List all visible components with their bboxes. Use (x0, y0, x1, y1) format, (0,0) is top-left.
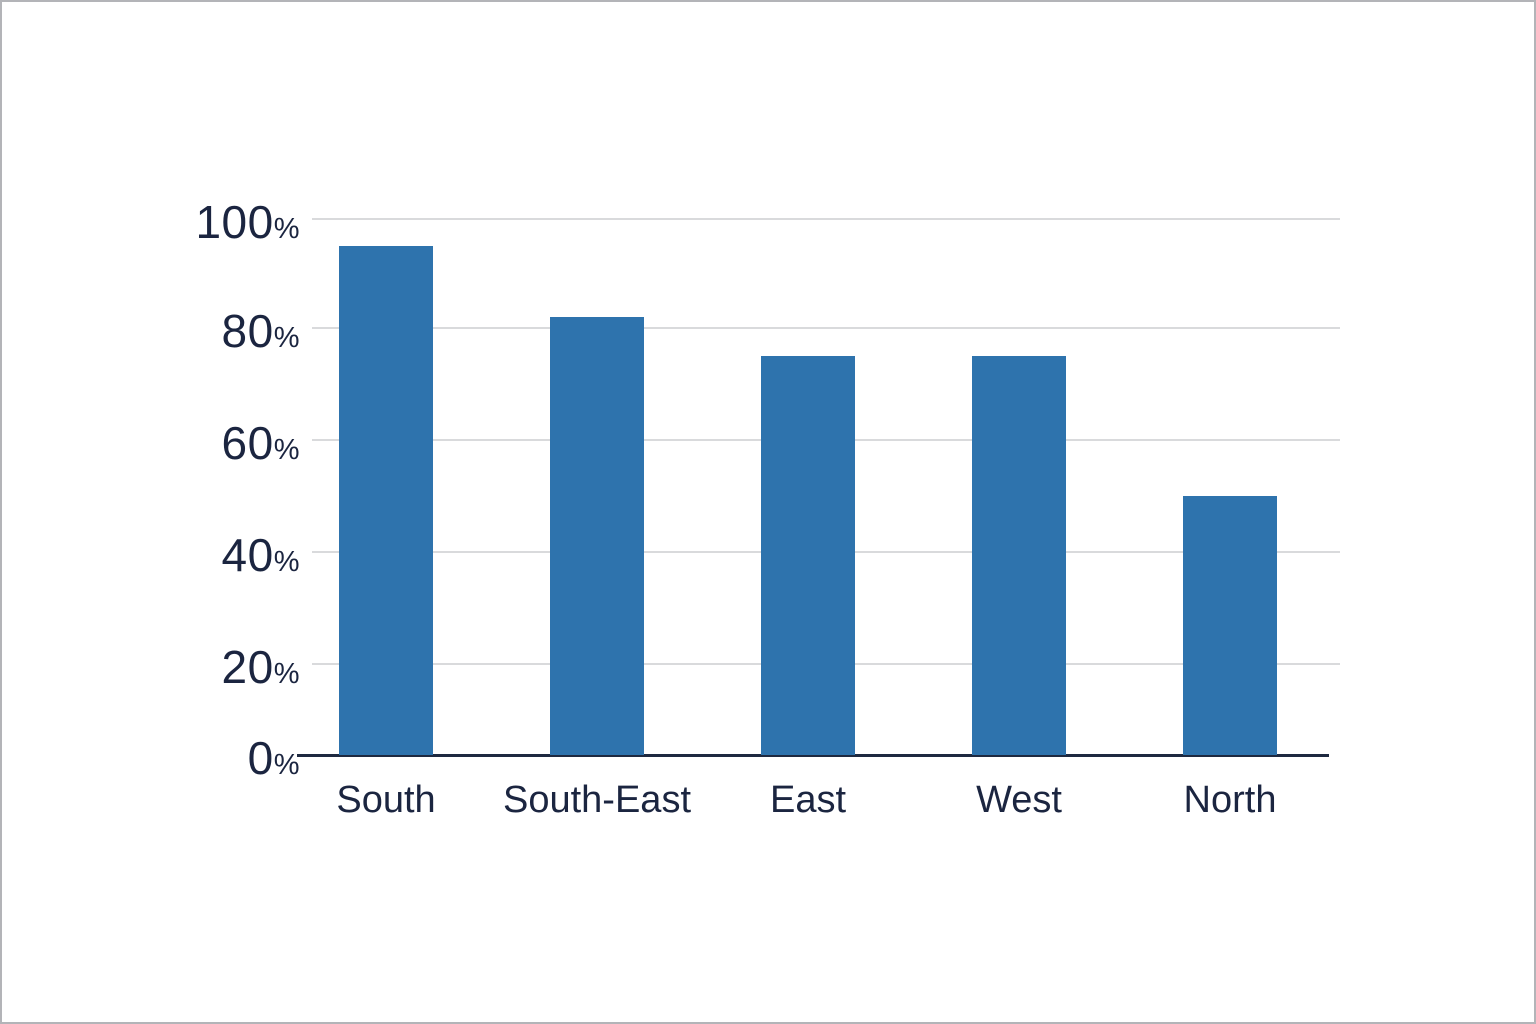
percent-sign: % (273, 546, 300, 578)
y-tick-value: 0 (247, 732, 274, 784)
x-axis-line (297, 754, 1329, 757)
y-tick-label: 20% (2, 635, 300, 706)
x-category-label: West (976, 779, 1062, 821)
y-tick-value: 80 (221, 305, 274, 357)
x-category-label: North (1183, 779, 1277, 821)
bar-east (761, 356, 855, 755)
percent-sign: % (273, 322, 300, 354)
y-tick-label: 40% (2, 523, 300, 594)
x-category-label: South-East (503, 779, 691, 821)
bar-west (972, 356, 1066, 755)
y-tick-label: 60% (2, 411, 300, 482)
bar-south (339, 246, 433, 755)
y-tick-label: 80% (2, 299, 300, 370)
percent-sign: % (273, 658, 300, 690)
y-tick-value: 20 (221, 641, 274, 693)
percent-sign: % (273, 749, 300, 781)
y-tick-value: 60 (221, 417, 274, 469)
gridline (312, 327, 1340, 329)
gridline (312, 218, 1340, 220)
y-tick-label: 0% (2, 726, 300, 797)
y-tick-value: 100 (195, 196, 274, 248)
y-tick-value: 40 (221, 529, 274, 581)
x-category-label: South (336, 779, 436, 821)
percent-sign: % (273, 434, 300, 466)
percent-sign: % (273, 213, 300, 245)
x-category-label: East (769, 779, 847, 821)
y-tick-label: 100% (2, 190, 300, 261)
bar-south-east (550, 317, 644, 755)
bar-north (1183, 496, 1277, 755)
